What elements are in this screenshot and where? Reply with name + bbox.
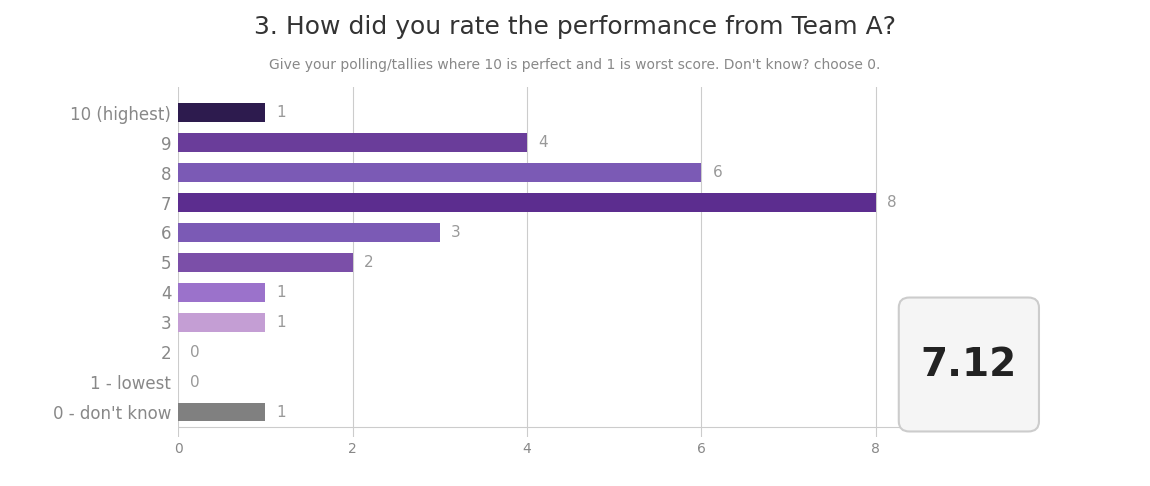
Text: 3. How did you rate the performance from Team A?: 3. How did you rate the performance from… xyxy=(254,15,896,38)
Bar xyxy=(178,403,266,421)
Bar xyxy=(178,253,353,272)
Text: 6: 6 xyxy=(713,165,722,180)
Text: 1: 1 xyxy=(277,405,286,420)
Text: 3: 3 xyxy=(451,225,461,240)
Text: Give your polling/tallies where 10 is perfect and 1 is worst score. Don't know? : Give your polling/tallies where 10 is pe… xyxy=(269,58,881,72)
Text: 0: 0 xyxy=(190,345,199,360)
Bar xyxy=(178,104,266,122)
Bar xyxy=(178,133,527,152)
Bar xyxy=(178,283,266,302)
Text: 1: 1 xyxy=(277,315,286,330)
Text: 1: 1 xyxy=(277,105,286,120)
Bar xyxy=(178,163,702,182)
FancyBboxPatch shape xyxy=(899,297,1038,432)
Bar xyxy=(178,223,439,242)
Text: 1: 1 xyxy=(277,285,286,300)
Text: 4: 4 xyxy=(538,135,547,150)
Bar xyxy=(178,313,266,331)
Text: 7.12: 7.12 xyxy=(921,346,1017,383)
Text: 8: 8 xyxy=(887,195,897,210)
Text: 2: 2 xyxy=(363,255,374,270)
Bar xyxy=(178,193,875,212)
Text: 0: 0 xyxy=(190,375,199,390)
